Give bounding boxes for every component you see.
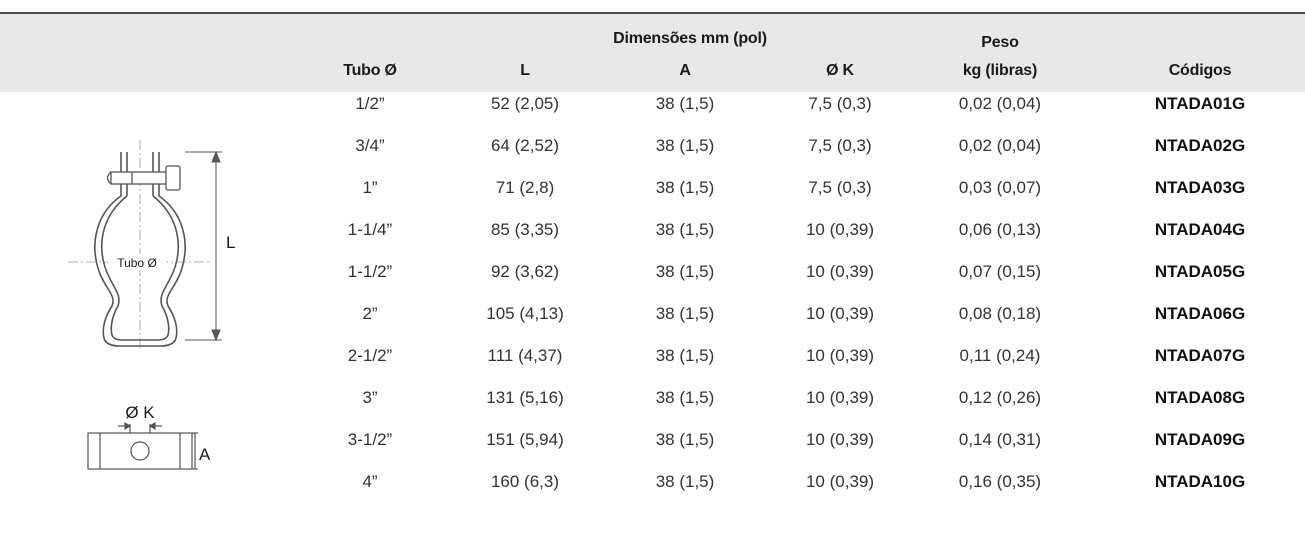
cell-peso: 0,07 (0,15) [958, 262, 1042, 281]
cell-a: 38 (1,5) [655, 178, 715, 197]
cell-k: 10 (0,39) [805, 388, 875, 407]
header-codigos: Códigos [1168, 62, 1232, 79]
cell-peso: 0,12 (0,26) [958, 388, 1042, 407]
cell-tubo: 1” [362, 178, 378, 197]
cell-a: 38 (1,5) [655, 262, 715, 281]
cell-tubo: 3/4” [355, 136, 385, 155]
table-row: 1” 71 (2,8) 38 (1,5) 7,5 (0,3) 0,03 (0,0… [0, 167, 1305, 209]
cell-peso: 0,06 (0,13) [958, 220, 1042, 239]
cell-l: 64 (2,52) [490, 136, 560, 155]
cell-l: 131 (5,16) [486, 388, 564, 407]
label-k: Ø K [125, 403, 155, 422]
table-row: 4” 160 (6,3) 38 (1,5) 10 (0,39) 0,16 (0,… [0, 461, 1305, 503]
cell-code: NTADA09G [1154, 430, 1246, 449]
cell-k: 10 (0,39) [805, 472, 875, 491]
cell-a: 38 (1,5) [655, 430, 715, 449]
table-row: 2-1/2” 111 (4,37) 38 (1,5) 10 (0,39) 0,1… [0, 335, 1305, 377]
cell-k: 10 (0,39) [805, 304, 875, 323]
header-peso: Peso [981, 34, 1019, 51]
table-row: 3” 131 (5,16) 38 (1,5) 10 (0,39) 0,12 (0… [0, 377, 1305, 419]
bolt-icon [106, 165, 181, 191]
cell-a: 38 (1,5) [655, 304, 715, 323]
cell-a: 38 (1,5) [655, 136, 715, 155]
cell-peso: 0,08 (0,18) [958, 304, 1042, 323]
dimension-l [185, 150, 222, 342]
cell-peso: 0,02 (0,04) [958, 136, 1042, 155]
cell-k: 7,5 (0,3) [808, 178, 872, 197]
cell-tubo: 1-1/2” [347, 262, 393, 281]
cell-tubo: 1-1/4” [347, 220, 393, 239]
table-row: 1/2” 52 (2,05) 38 (1,5) 7,5 (0,3) 0,02 (… [0, 83, 1305, 125]
cell-code: NTADA10G [1154, 472, 1246, 491]
cell-tubo: 4” [362, 472, 378, 491]
table-row: 2” 105 (4,13) 38 (1,5) 10 (0,39) 0,08 (0… [0, 293, 1305, 335]
cell-l: 85 (3,35) [490, 220, 560, 239]
cell-a: 38 (1,5) [655, 346, 715, 365]
cell-k: 10 (0,39) [805, 346, 875, 365]
label-l: L [226, 233, 235, 252]
clamp-drawing: L Tubo Ø Ø K A [68, 140, 235, 470]
cell-code: NTADA05G [1154, 262, 1246, 281]
cell-code: NTADA06G [1154, 304, 1246, 323]
cell-k: 10 (0,39) [805, 430, 875, 449]
clamp-side-view [87, 421, 198, 470]
cell-k: 7,5 (0,3) [808, 94, 872, 113]
cell-k: 10 (0,39) [805, 220, 875, 239]
header-k: Ø K [826, 62, 854, 79]
cell-l: 71 (2,8) [495, 178, 555, 197]
header-a: A [679, 62, 691, 79]
table-row: 1-1/2” 92 (3,62) 38 (1,5) 10 (0,39) 0,07… [0, 251, 1305, 293]
cell-l: 160 (6,3) [490, 472, 560, 491]
cell-tubo: 3” [362, 388, 378, 407]
header-l: L [520, 62, 530, 79]
cell-code: NTADA08G [1154, 388, 1246, 407]
table-header: Dimensões mm (pol) Tubo Ø L A Ø K Peso k… [0, 12, 1305, 92]
cell-peso: 0,14 (0,31) [958, 430, 1042, 449]
header-tubo: Tubo Ø [343, 62, 397, 79]
cell-l: 105 (4,13) [486, 304, 564, 323]
cell-l: 92 (3,62) [490, 262, 560, 281]
cell-peso: 0,16 (0,35) [958, 472, 1042, 491]
cell-a: 38 (1,5) [655, 220, 715, 239]
table-row: 3-1/2” 151 (5,94) 38 (1,5) 10 (0,39) 0,1… [0, 419, 1305, 461]
cell-tubo: 3-1/2” [347, 430, 393, 449]
cell-tubo: 2-1/2” [347, 346, 393, 365]
label-tubo: Tubo Ø [117, 256, 157, 270]
table-row: 1-1/4” 85 (3,35) 38 (1,5) 10 (0,39) 0,06… [0, 209, 1305, 251]
cell-a: 38 (1,5) [655, 388, 715, 407]
cell-code: NTADA04G [1154, 220, 1246, 239]
cell-k: 10 (0,39) [805, 262, 875, 281]
cell-k: 7,5 (0,3) [808, 136, 872, 155]
cell-peso: 0,11 (0,24) [959, 346, 1041, 365]
cell-tubo: 1/2” [355, 94, 385, 113]
cell-code: NTADA07G [1154, 346, 1246, 365]
cell-tubo: 2” [362, 304, 378, 323]
cell-l: 151 (5,94) [486, 430, 564, 449]
cell-l: 52 (2,05) [490, 94, 560, 113]
cell-a: 38 (1,5) [655, 94, 715, 113]
cell-code: NTADA03G [1154, 178, 1246, 197]
table-row: 3/4” 64 (2,52) 38 (1,5) 7,5 (0,3) 0,02 (… [0, 125, 1305, 167]
header-dimensions-group: Dimensões mm (pol) [613, 30, 767, 47]
cell-peso: 0,02 (0,04) [958, 94, 1042, 113]
cell-code: NTADA01G [1154, 94, 1246, 113]
cell-l: 111 (4,37) [487, 346, 563, 365]
label-a: A [199, 445, 211, 464]
cell-peso: 0,03 (0,07) [958, 178, 1042, 197]
cell-code: NTADA02G [1154, 136, 1246, 155]
header-peso-units: kg (libras) [962, 62, 1038, 79]
cell-a: 38 (1,5) [655, 472, 715, 491]
